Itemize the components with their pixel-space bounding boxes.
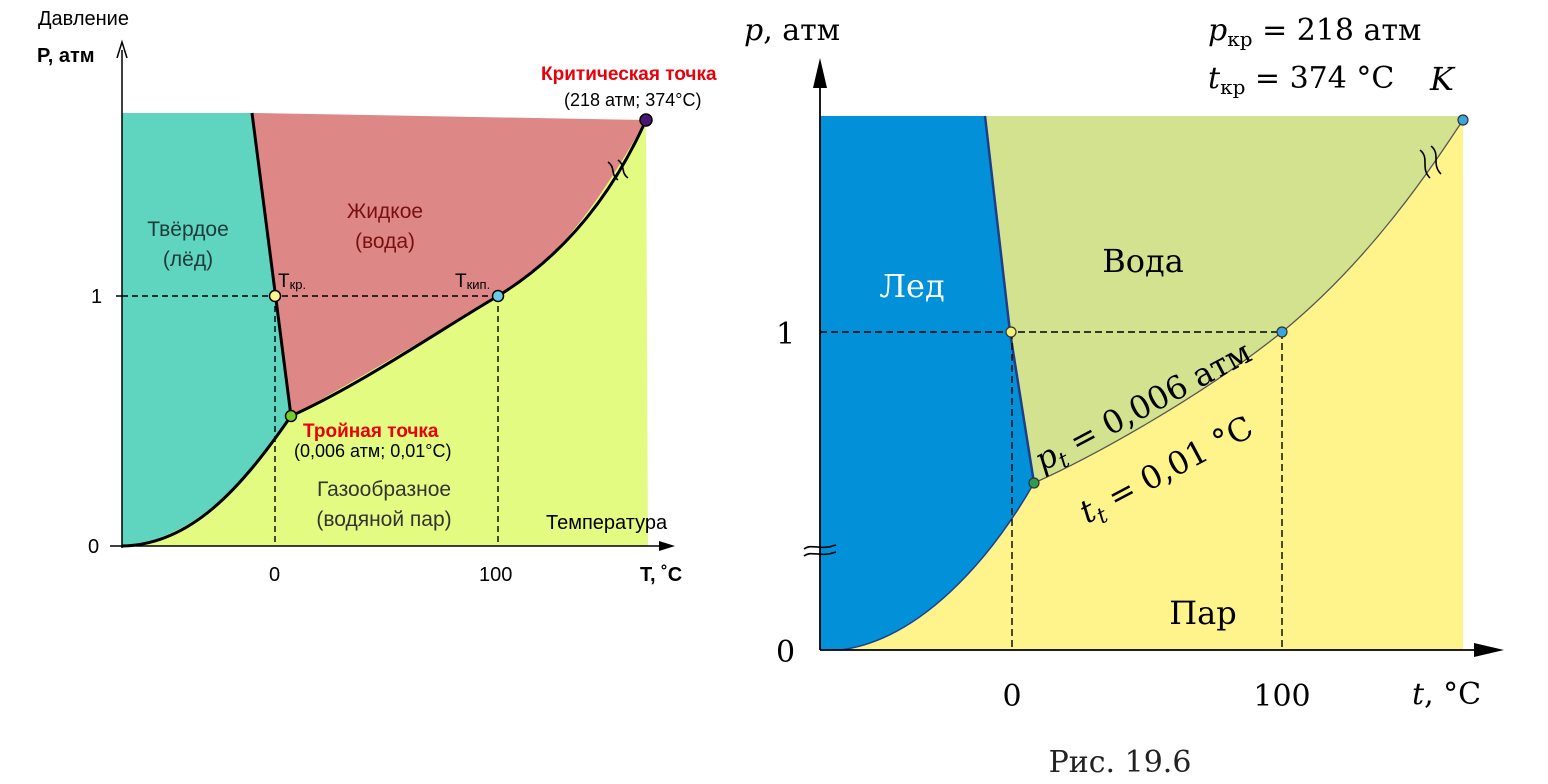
right-p-critical-var: p (1208, 13, 1227, 48)
right-water-label: Вода (1102, 242, 1184, 280)
right-t-critical-value: = 374 °C (1245, 61, 1394, 96)
right-p-axis-unit: , атм (763, 13, 840, 48)
left-melting-point-sub: кр. (290, 277, 307, 292)
left-melting-curve (250, 112, 293, 417)
left-boiling-point-label: Ткип. (455, 271, 490, 292)
left-curve-break-mark (607, 159, 629, 181)
right-axis-break-mark (803, 544, 837, 557)
right-t-critical-var: t (1208, 61, 1221, 96)
left-critical-point-marker (639, 113, 653, 127)
left-pressure-axis-label: P, атм (37, 45, 95, 67)
right-p-axis-label: p, атм (744, 13, 840, 48)
right-t-critical: tкр = 374 °C (1208, 61, 1394, 99)
left-diagram-canvas: Давление P, атм 1 0 0 100 Температура T,… (37, 8, 717, 586)
right-y-tick-1: 1 (776, 317, 795, 352)
left-solid-label-line1: Твёрдое (147, 218, 229, 241)
right-curve-break-mark (1419, 145, 1442, 179)
left-critical-point-title: Критическая точка (541, 64, 717, 85)
right-critical-point-marker (1457, 114, 1469, 126)
left-boiling-point-main: Т (455, 271, 467, 292)
right-figure-caption: Рис. 19.6 (1049, 745, 1192, 780)
left-gas-label-line2: (водяной пар) (316, 508, 451, 531)
right-t-axis-var: t (1412, 677, 1425, 712)
right-phase-diagram: p, атм t, °C 1 0 0 100 pкр = 218 атм tкр… (720, 0, 1548, 784)
left-liquid-region (252, 113, 646, 416)
left-liquid-label-line1: Жидкое (347, 200, 423, 223)
left-solid-label-line2: (лёд) (163, 248, 213, 271)
left-solid-region (122, 113, 291, 546)
right-x-axis-arrow (1474, 643, 1504, 657)
left-y-tick-0: 0 (88, 536, 99, 558)
right-ice-region (820, 116, 1034, 650)
left-triple-point-values: (0,006 атм; 0,01°C) (294, 441, 452, 461)
right-p-critical-value: = 218 атм (1253, 13, 1422, 48)
left-x-tick-0: 0 (269, 564, 280, 586)
right-ice-label: Лед (879, 267, 944, 305)
left-temperature-axis-title: Температура (546, 512, 668, 534)
right-diagram-canvas: p, атм t, °C 1 0 0 100 pкр = 218 атм tкр… (744, 13, 1504, 780)
right-y-tick-0: 0 (776, 635, 795, 670)
left-melting-point-marker (268, 289, 282, 303)
right-boiling-point-marker (1276, 326, 1288, 338)
left-boiling-point-marker (491, 289, 505, 303)
left-triple-point-title: Тройная точка (303, 421, 439, 442)
left-gas-label-line1: Газообразное (317, 478, 451, 501)
left-liquid-label-line2: (вода) (355, 230, 415, 253)
left-sublimation-curve (121, 415, 293, 548)
right-x-tick-0: 0 (1002, 679, 1021, 714)
right-p-critical-sub: кр (1227, 27, 1252, 51)
right-p-axis-var: p (744, 13, 763, 48)
right-t-axis-unit: , °C (1424, 677, 1481, 712)
left-triple-point-marker (284, 409, 298, 423)
right-critical-point-label: K (1429, 60, 1456, 98)
left-y-tick-1: 1 (91, 286, 102, 308)
right-p-critical: pкр = 218 атм (1208, 13, 1421, 51)
right-t-axis-label: t, °C (1412, 677, 1481, 712)
right-triple-point-marker (1028, 477, 1040, 489)
right-melting-point-marker (1005, 326, 1017, 338)
left-melting-point-label: Ткр. (278, 271, 306, 292)
left-x-tick-100: 100 (479, 564, 512, 586)
right-steam-label: Пар (1169, 594, 1236, 632)
left-phase-diagram: Давление P, атм 1 0 0 100 Температура T,… (0, 0, 720, 784)
left-pressure-axis-title: Давление (38, 8, 129, 30)
right-sublimation-curve (839, 482, 1035, 651)
left-temperature-axis-label: T, ˚C (640, 563, 682, 586)
right-water-region (985, 116, 1463, 483)
left-melting-point-main: Т (278, 271, 290, 292)
left-x-axis-arrow (659, 541, 675, 551)
right-x-tick-100: 100 (1253, 679, 1310, 714)
left-critical-point-values: (218 атм; 374°C) (564, 90, 702, 110)
right-y-axis-arrow (813, 58, 827, 88)
left-boiling-point-sub: кип. (467, 277, 491, 292)
left-y-axis-arrow (116, 39, 128, 59)
right-t-critical-sub: кр (1220, 75, 1245, 99)
